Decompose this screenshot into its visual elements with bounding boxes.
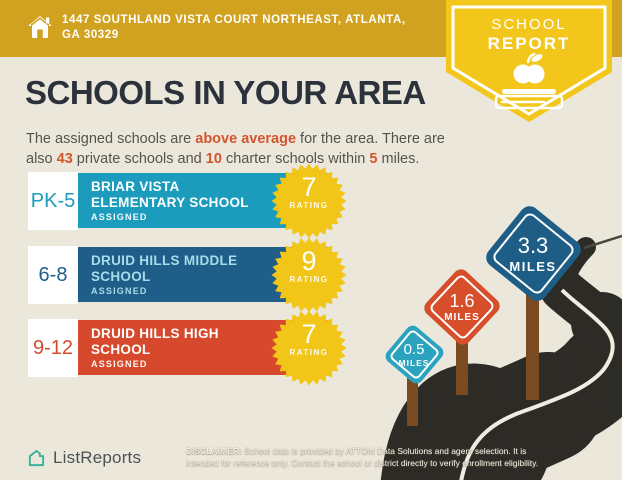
school-name: DRUID HILLS HIGH SCHOOL xyxy=(91,326,219,357)
subtitle-text: for the area. There are also xyxy=(26,130,445,167)
subtitle-highlight: 43 xyxy=(56,150,73,167)
rating-label: RATING xyxy=(289,275,329,284)
rating-badge: 7 RATING xyxy=(271,163,347,239)
listreports-logo: ListReports xyxy=(27,447,141,469)
school-row-middle: 6-8 DRUID HILLS MIDDLE SCHOOL ASSIGNED 9… xyxy=(28,237,348,313)
book-icon xyxy=(494,89,564,110)
sign-distance: 0.5 xyxy=(403,340,425,358)
brand-name: ListReports xyxy=(53,448,142,467)
page-title: SCHOOLS IN YOUR AREA xyxy=(25,74,426,111)
disclaimer: DISCLAIMER: School data is provided by A… xyxy=(186,446,560,469)
grade-range: 6-8 xyxy=(28,246,78,304)
disclaimer-text: School data is provided by ATTOM Data So… xyxy=(186,446,539,468)
badge-line-report: REPORT xyxy=(487,34,571,53)
assigned-label: ASSIGNED xyxy=(91,359,148,369)
sign-unit: MILES xyxy=(398,357,430,368)
assigned-label: ASSIGNED xyxy=(91,212,148,222)
address-line1: 1447 SOUTHLAND VISTA COURT NORTHEAST, AT… xyxy=(62,14,406,26)
distance-sign-1-6-miles: 1.6 MILES xyxy=(421,266,503,348)
rating-value: 9 xyxy=(301,246,317,276)
sign-posts xyxy=(407,293,539,426)
school-name: DRUID HILLS MIDDLE SCHOOL xyxy=(91,253,238,284)
distant-road-line xyxy=(583,234,622,250)
rating-value: 7 xyxy=(301,172,317,202)
subtitle-text: The assigned schools are xyxy=(26,130,196,147)
rating-badge: 9 RATING xyxy=(271,237,347,313)
subtitle-text: charter schools within xyxy=(221,150,370,167)
school-row-elementary: PK-5 BRIAR VISTA ELEMENTARY SCHOOL ASSIG… xyxy=(28,163,348,239)
school-row-high: 9-12 DRUID HILLS HIGH SCHOOL ASSIGNED 7 … xyxy=(28,310,348,386)
subtitle-text: miles. xyxy=(377,150,420,167)
sign-label: 1.6 MILES xyxy=(433,278,491,336)
sign-label: 0.5 MILES xyxy=(392,332,437,377)
property-address: 1447 SOUTHLAND VISTA COURT NORTHEAST, AT… xyxy=(62,13,432,43)
apple-icon xyxy=(513,52,545,84)
sign-post-blue xyxy=(526,293,539,400)
distance-sign-3-3-miles: 3.3 MILES xyxy=(481,201,585,305)
subtitle: The assigned schools are above average f… xyxy=(26,129,458,169)
rating-label: RATING xyxy=(289,201,329,210)
subtitle-highlight: 10 xyxy=(205,150,222,167)
house-icon xyxy=(28,16,52,38)
starburst-icon xyxy=(271,310,347,386)
rating-label: RATING xyxy=(289,348,329,357)
subtitle-highlight: 5 xyxy=(369,150,378,167)
sign-distance: 1.6 xyxy=(449,291,475,311)
rating-value: 7 xyxy=(301,319,317,349)
listreports-house-icon xyxy=(28,449,45,467)
school-report-badge: SCHOOL REPORT xyxy=(446,0,612,130)
subtitle-highlight: above average xyxy=(195,130,297,147)
grade-range: 9-12 xyxy=(28,319,78,377)
assigned-label: ASSIGNED xyxy=(91,286,148,296)
address-line2: GA 30329 xyxy=(62,29,119,41)
starburst-icon xyxy=(271,237,347,313)
rating-badge: 7 RATING xyxy=(271,310,347,386)
sign-unit: MILES xyxy=(444,312,480,323)
sign-post-orange xyxy=(456,338,468,395)
disclaimer-label: DISCLAIMER: xyxy=(186,446,242,456)
starburst-icon xyxy=(271,163,347,239)
sign-label: 3.3 MILES xyxy=(497,217,570,290)
badge-line-school: SCHOOL xyxy=(491,16,567,33)
grade-range: PK-5 xyxy=(28,172,78,230)
badge-ribbon-shape xyxy=(446,0,612,122)
badge-text: SCHOOL REPORT xyxy=(446,16,612,54)
sign-distance: 3.3 xyxy=(517,232,549,258)
road-center-line xyxy=(459,288,615,480)
sign-unit: MILES xyxy=(509,258,557,274)
school-name: BRIAR VISTA ELEMENTARY SCHOOL xyxy=(91,179,249,210)
subtitle-text: private schools and xyxy=(72,150,206,167)
distance-sign-0-5-miles: 0.5 MILES xyxy=(382,322,446,386)
sign-post-teal xyxy=(407,376,418,426)
